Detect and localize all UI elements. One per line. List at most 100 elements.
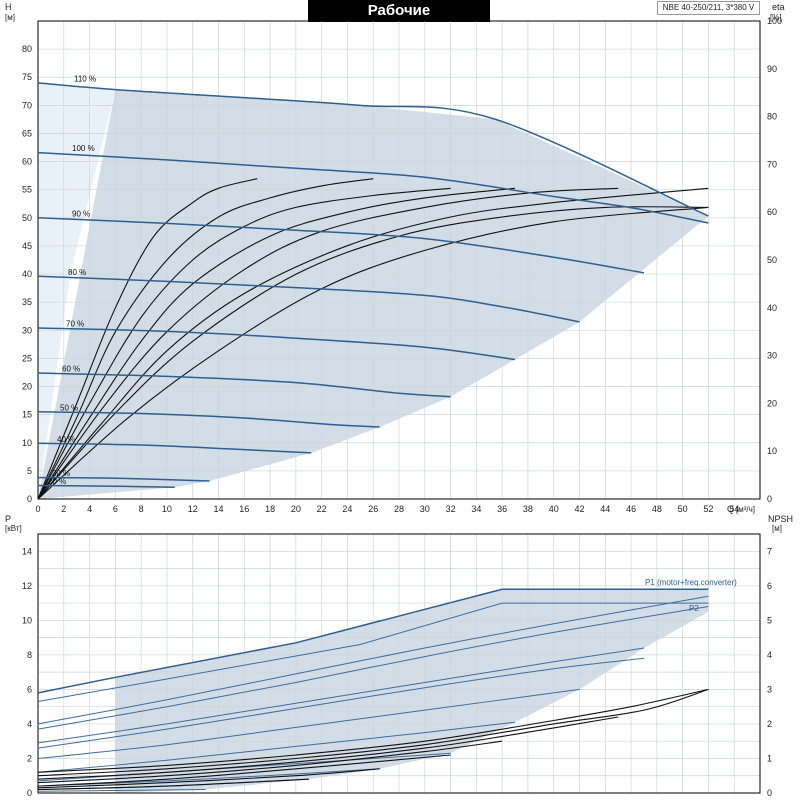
npsh-curve (37, 740, 503, 784)
h-tick-label: 80 (22, 44, 32, 54)
p1-curve (37, 588, 709, 694)
npsh-tick-label: 0 (767, 788, 772, 798)
q-tick-label: 52 (703, 504, 713, 514)
speed-curve-label: 70 % (66, 320, 84, 329)
eta-tick-label: 20 (767, 398, 777, 408)
npsh-tick-label: 7 (767, 546, 772, 556)
q-tick-label: 22 (317, 504, 327, 514)
p1-label: P1 (motor+freq.converter) (645, 578, 737, 587)
q-tick-label: 46 (626, 504, 636, 514)
speed-curve (37, 151, 709, 224)
speed-curve (37, 217, 645, 274)
npsh-tick-label: 5 (767, 615, 772, 625)
npsh-tick-label: 6 (767, 581, 772, 591)
p-tick-label: 0 (27, 788, 32, 798)
speed-curve-label: 40 % (57, 435, 75, 444)
speed-curve (37, 476, 210, 482)
speed-curve-label: 20 % (48, 477, 66, 486)
efficiency-curve (37, 187, 619, 500)
h-tick-label: 20 (22, 382, 32, 392)
power-curve (37, 789, 206, 792)
p-axis-label: P (5, 514, 11, 524)
q-tick-label: 12 (188, 504, 198, 514)
q-tick-label: 2 (61, 504, 66, 514)
q-axis-unit: [м³/ч] (736, 505, 755, 514)
bottom-plot-frame (37, 533, 761, 794)
q-tick-label: 40 (549, 504, 559, 514)
efficiency-curve (37, 206, 709, 500)
power-curve (37, 721, 516, 773)
p-tick-label: 2 (27, 753, 32, 763)
speed-curve-label: 90 % (72, 209, 90, 218)
speed-curve (37, 275, 580, 323)
q-tick-label: 34 (471, 504, 481, 514)
npsh-tick-label: 4 (767, 650, 772, 660)
h-tick-label: 70 (22, 100, 32, 110)
eta-tick-label: 0 (767, 494, 772, 504)
q-tick-label: 42 (574, 504, 584, 514)
speed-curve-label: 30 % (52, 469, 70, 478)
h-tick-label: 50 (22, 213, 32, 223)
power-curve (37, 768, 380, 787)
p-tick-label: 8 (27, 650, 32, 660)
eta-tick-label: 80 (767, 112, 777, 122)
npsh-curve (37, 754, 451, 787)
p-tick-label: 14 (22, 546, 32, 556)
q-tick-label: 50 (678, 504, 688, 514)
h-tick-label: 15 (22, 410, 32, 420)
q-tick-label: 36 (497, 504, 507, 514)
p2-label: P2 (689, 604, 699, 613)
efficiency-curve (37, 178, 374, 500)
h-tick-label: 35 (22, 297, 32, 307)
q-tick-label: 24 (342, 504, 352, 514)
power-curve (37, 606, 709, 730)
q-tick-label: 38 (523, 504, 533, 514)
npsh-axis-label: NPSH (768, 514, 793, 524)
q-tick-label: 26 (368, 504, 378, 514)
q-tick-label: 18 (265, 504, 275, 514)
q-tick-label: 14 (213, 504, 223, 514)
q-tick-label: 0 (35, 504, 40, 514)
p2-curve (37, 602, 709, 702)
speed-curve (37, 327, 516, 361)
speed-curve-label: 60 % (62, 365, 80, 374)
efficiency-curve (37, 178, 258, 500)
h-axis-unit: [м] (5, 13, 15, 22)
power-curve (37, 595, 709, 725)
envelope-light-area (38, 82, 116, 499)
top-plot-frame (37, 20, 761, 500)
speed-curve-label: 100 % (72, 144, 95, 153)
eta-axis-unit: [%] (770, 13, 782, 22)
q-tick-label: 20 (291, 504, 301, 514)
speed-curve (37, 442, 312, 454)
h-tick-label: 60 (22, 157, 32, 167)
h-axis-label: H (5, 2, 12, 12)
eta-tick-label: 70 (767, 159, 777, 169)
h-tick-label: 25 (22, 353, 32, 363)
eta-tick-label: 100 (767, 16, 782, 26)
power-curve (37, 657, 645, 749)
h-tick-label: 45 (22, 241, 32, 251)
q-tick-label: 30 (420, 504, 430, 514)
q-tick-label: 8 (139, 504, 144, 514)
speed-curve-label: 80 % (68, 268, 86, 277)
h-tick-label: 55 (22, 185, 32, 195)
h-tick-label: 5 (27, 466, 32, 476)
pump-model-label: NBE 40-250/211, 3*380 V (657, 1, 760, 15)
h-tick-label: 40 (22, 269, 32, 279)
p-tick-label: 12 (22, 581, 32, 591)
speed-curve (37, 411, 380, 428)
npsh-tick-label: 2 (767, 719, 772, 729)
q-tick-label: 32 (446, 504, 456, 514)
efficiency-curve (37, 187, 709, 500)
h-tick-label: 10 (22, 438, 32, 448)
p-tick-label: 6 (27, 684, 32, 694)
eta-tick-label: 10 (767, 446, 777, 456)
eta-tick-label: 60 (767, 207, 777, 217)
speed-curve (37, 82, 709, 217)
power-envelope-area (115, 589, 709, 793)
p-tick-label: 10 (22, 615, 32, 625)
power-curve (37, 647, 645, 744)
npsh-axis-unit: [м] (772, 524, 782, 533)
q-tick-label: 4 (87, 504, 92, 514)
